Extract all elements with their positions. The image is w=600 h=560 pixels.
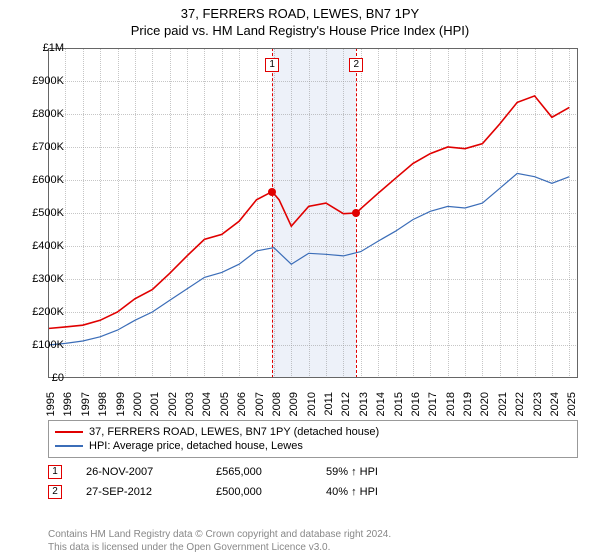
footer-line: This data is licensed under the Open Gov…: [48, 541, 391, 554]
footer-attribution: Contains HM Land Registry data © Crown c…: [48, 528, 391, 554]
sale-marker-box: 2: [48, 485, 62, 499]
chart-subtitle: Price paid vs. HM Land Registry's House …: [0, 21, 600, 38]
sales-table: 1 26-NOV-2007 £565,000 59% ↑ HPI 2 27-SE…: [48, 462, 436, 502]
y-tick-label: £800K: [24, 108, 64, 120]
sale-pct: 59% ↑ HPI: [326, 466, 436, 478]
y-tick-label: £900K: [24, 75, 64, 87]
y-tick-label: £1M: [24, 42, 64, 54]
y-tick-label: £700K: [24, 141, 64, 153]
legend-row: 37, FERRERS ROAD, LEWES, BN7 1PY (detach…: [55, 425, 571, 439]
chart-title: 37, FERRERS ROAD, LEWES, BN7 1PY: [0, 0, 600, 21]
legend: 37, FERRERS ROAD, LEWES, BN7 1PY (detach…: [48, 420, 578, 458]
chart-plot-area: 12: [48, 48, 578, 378]
sale-price: £565,000: [216, 466, 326, 478]
sale-marker-box: 1: [48, 465, 62, 479]
sale-date: 27-SEP-2012: [86, 486, 216, 498]
legend-label: 37, FERRERS ROAD, LEWES, BN7 1PY (detach…: [89, 426, 379, 438]
y-tick-label: £500K: [24, 207, 64, 219]
y-tick-label: £0: [24, 372, 64, 384]
legend-swatch: [55, 431, 83, 433]
footer-line: Contains HM Land Registry data © Crown c…: [48, 528, 391, 541]
y-tick-label: £400K: [24, 240, 64, 252]
legend-row: HPI: Average price, detached house, Lewe…: [55, 439, 571, 453]
sale-row: 1 26-NOV-2007 £565,000 59% ↑ HPI: [48, 462, 436, 482]
sale-date: 26-NOV-2007: [86, 466, 216, 478]
y-tick-label: £100K: [24, 339, 64, 351]
sale-pct: 40% ↑ HPI: [326, 486, 436, 498]
sale-price: £500,000: [216, 486, 326, 498]
y-tick-label: £600K: [24, 174, 64, 186]
plot-border: [48, 48, 578, 378]
y-tick-label: £200K: [24, 306, 64, 318]
y-tick-label: £300K: [24, 273, 64, 285]
legend-label: HPI: Average price, detached house, Lewe…: [89, 440, 303, 452]
legend-swatch: [55, 445, 83, 447]
sale-row: 2 27-SEP-2012 £500,000 40% ↑ HPI: [48, 482, 436, 502]
